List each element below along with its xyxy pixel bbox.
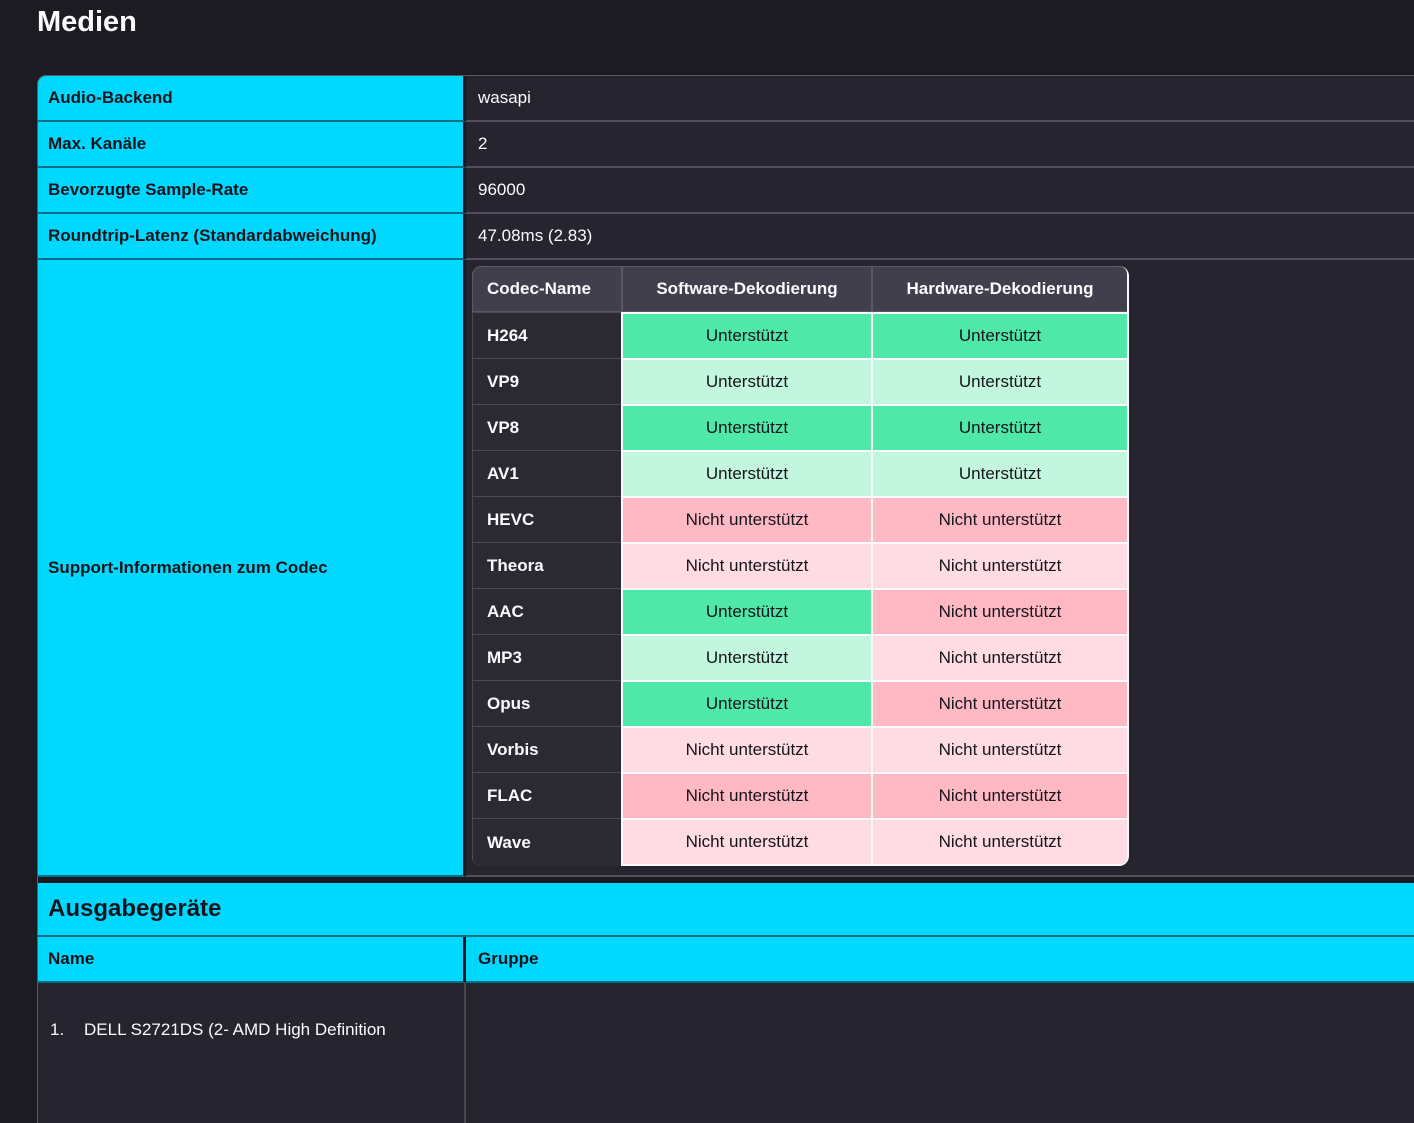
codec-row-theora: Theora Nicht unterstützt Nicht unterstüt… [472,542,1127,588]
output-devices-column-header-row: Name Gruppe [38,937,1414,983]
software-decoding-status: Nicht unterstützt [621,496,871,542]
hardware-decoding-status: Nicht unterstützt [871,542,1127,588]
media-info-row: Audio-Backend wasapi [38,76,1414,122]
media-info-row: Max. Kanäle 2 [38,122,1414,168]
codec-row-h264: H264 Unterstützt Unterstützt [472,312,1127,358]
codec-name-cell: Theora [472,542,621,588]
row-header-audio-backend: Audio-Backend [38,76,466,122]
codec-name-cell: Wave [472,818,621,866]
codec-row-wave: Wave Nicht unterstützt Nicht unterstützt [472,818,1127,866]
software-decoding-status: Unterstützt [621,358,871,404]
row-header-codec-support: Support-Informationen zum Codec [38,260,466,877]
codec-name-cell: FLAC [472,772,621,818]
codec-name-cell: MP3 [472,634,621,680]
device-list-item: 1. DELL S2721DS (2- AMD High Definition [48,1019,454,1041]
output-device-row: 1. DELL S2721DS (2- AMD High Definition [38,983,1414,1123]
row-value-sample-rate: 96000 [466,168,1414,214]
hardware-decoding-status: Unterstützt [871,358,1127,404]
software-decoding-status: Unterstützt [621,312,871,358]
hardware-decoding-column-header: Hardware-Dekodierung [871,266,1127,312]
codec-row-hevc: HEVC Nicht unterstützt Nicht unterstützt [472,496,1127,542]
software-decoding-column-header: Software-Dekodierung [621,266,871,312]
codec-support-table: Codec-Name Software-Dekodierung Hardware… [472,266,1127,866]
codec-row-opus: Opus Unterstützt Nicht unterstützt [472,680,1127,726]
software-decoding-status: Nicht unterstützt [621,726,871,772]
device-index: 1. [50,1020,65,1039]
codec-support-table-wrap: Codec-Name Software-Dekodierung Hardware… [472,266,1129,866]
codec-name-cell: AAC [472,588,621,634]
codec-row-mp3: MP3 Unterstützt Nicht unterstützt [472,634,1127,680]
codec-row-av1: AV1 Unterstützt Unterstützt [472,450,1127,496]
row-value-roundtrip-latency: 47.08ms (2.83) [466,214,1414,260]
hardware-decoding-status: Nicht unterstützt [871,680,1127,726]
row-value-max-channels: 2 [466,122,1414,168]
hardware-decoding-status: Unterstützt [871,404,1127,450]
software-decoding-status: Unterstützt [621,588,871,634]
row-header-roundtrip-latency: Roundtrip-Latenz (Standardabweichung) [38,214,466,260]
codec-name-cell: VP8 [472,404,621,450]
media-info-row: Bevorzugte Sample-Rate 96000 [38,168,1414,214]
codec-row-vorbis: Vorbis Nicht unterstützt Nicht unterstüt… [472,726,1127,772]
column-header-name: Name [38,937,466,983]
row-header-max-channels: Max. Kanäle [38,122,466,168]
output-devices-section-row: Ausgabegeräte [38,877,1414,937]
hardware-decoding-status: Nicht unterstützt [871,634,1127,680]
about-support-media-page: { "page": { "title": "Medien" }, "colors… [37,6,1414,1123]
codec-name-cell: H264 [472,312,621,358]
codec-name-cell: HEVC [472,496,621,542]
codec-row-vp8: VP8 Unterstützt Unterstützt [472,404,1127,450]
codec-name-cell: VP9 [472,358,621,404]
column-header-group: Gruppe [466,937,1414,983]
hardware-decoding-status: Nicht unterstützt [871,726,1127,772]
software-decoding-status: Nicht unterstützt [621,818,871,866]
software-decoding-status: Nicht unterstützt [621,542,871,588]
codec-table-header-row: Codec-Name Software-Dekodierung Hardware… [472,266,1127,312]
codec-row-vp9: VP9 Unterstützt Unterstützt [472,358,1127,404]
media-info-table: Audio-Backend wasapi Max. Kanäle 2 Bevor… [37,75,1414,1123]
software-decoding-status: Unterstützt [621,450,871,496]
codec-name-cell: Vorbis [472,726,621,772]
media-info-row: Roundtrip-Latenz (Standardabweichung) 47… [38,214,1414,260]
software-decoding-status: Unterstützt [621,680,871,726]
output-devices-section-header: Ausgabegeräte [38,883,1414,937]
row-header-sample-rate: Bevorzugte Sample-Rate [38,168,466,214]
hardware-decoding-status: Nicht unterstützt [871,772,1127,818]
device-group-cell [466,983,1414,1123]
codec-row-flac: FLAC Nicht unterstützt Nicht unterstützt [472,772,1127,818]
hardware-decoding-status: Nicht unterstützt [871,496,1127,542]
codec-support-row: Support-Informationen zum Codec Codec-Na… [38,260,1414,877]
codec-support-cell: Codec-Name Software-Dekodierung Hardware… [466,260,1414,877]
software-decoding-status: Nicht unterstützt [621,772,871,818]
codec-name-column-header: Codec-Name [472,266,621,312]
codec-name-cell: AV1 [472,450,621,496]
device-name-cell: 1. DELL S2721DS (2- AMD High Definition [38,983,466,1123]
device-name: DELL S2721DS (2- AMD High Definition [84,1020,386,1039]
codec-name-cell: Opus [472,680,621,726]
hardware-decoding-status: Nicht unterstützt [871,818,1127,866]
hardware-decoding-status: Unterstützt [871,450,1127,496]
row-value-audio-backend: wasapi [466,76,1414,122]
hardware-decoding-status: Nicht unterstützt [871,588,1127,634]
software-decoding-status: Unterstützt [621,404,871,450]
hardware-decoding-status: Unterstützt [871,312,1127,358]
page-title: Medien [37,6,137,38]
codec-row-aac: AAC Unterstützt Nicht unterstützt [472,588,1127,634]
software-decoding-status: Unterstützt [621,634,871,680]
